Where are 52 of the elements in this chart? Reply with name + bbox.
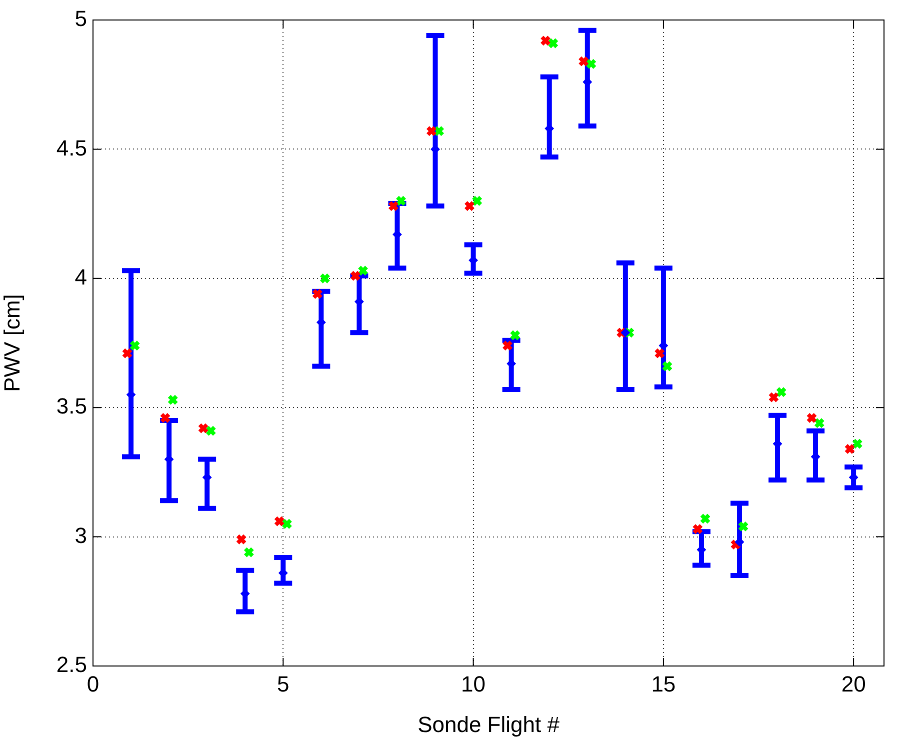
point — [434, 126, 445, 137]
x-axis-title: Sonde Flight # — [418, 712, 560, 737]
x-tick-label: 0 — [86, 671, 100, 696]
point — [510, 330, 521, 341]
point — [122, 348, 133, 359]
y-tick-label: 5 — [74, 6, 87, 32]
point — [540, 35, 552, 46]
y-tick-label: 4 — [74, 264, 87, 290]
x-tick-label: 10 — [461, 671, 486, 696]
point — [586, 58, 597, 70]
point — [768, 392, 780, 403]
x-tick-label: 5 — [277, 671, 290, 696]
point — [312, 288, 323, 300]
point — [814, 418, 825, 429]
point — [236, 534, 247, 545]
point — [281, 518, 292, 530]
x-tick-label: 15 — [651, 671, 676, 696]
point — [388, 200, 399, 212]
y-axis-title: PWV [cm] — [0, 294, 24, 392]
point — [654, 348, 666, 359]
point — [167, 394, 178, 406]
y-tick-label: 3 — [74, 522, 87, 548]
point — [319, 272, 331, 284]
y-tick-label: 4.5 — [56, 135, 87, 160]
point — [776, 386, 787, 398]
point — [160, 412, 171, 424]
point — [738, 520, 749, 532]
point — [396, 195, 407, 206]
point — [806, 412, 818, 424]
point — [198, 422, 209, 434]
point — [129, 340, 140, 352]
point — [502, 340, 514, 352]
point — [620, 328, 630, 338]
point — [350, 270, 361, 282]
point — [357, 265, 369, 276]
point — [472, 195, 483, 206]
point — [844, 443, 856, 454]
y-tick-label: 3.5 — [56, 394, 87, 419]
point — [692, 524, 704, 535]
point — [274, 516, 285, 527]
point — [730, 539, 742, 550]
point — [578, 56, 590, 67]
point — [700, 513, 711, 524]
point — [243, 546, 254, 558]
x-tick-label: 20 — [841, 671, 866, 696]
point — [464, 200, 476, 212]
point — [852, 438, 863, 450]
point — [205, 425, 216, 436]
point — [662, 360, 673, 372]
y-tick-label: 2.5 — [56, 652, 87, 678]
point — [548, 38, 559, 49]
point — [426, 126, 437, 137]
